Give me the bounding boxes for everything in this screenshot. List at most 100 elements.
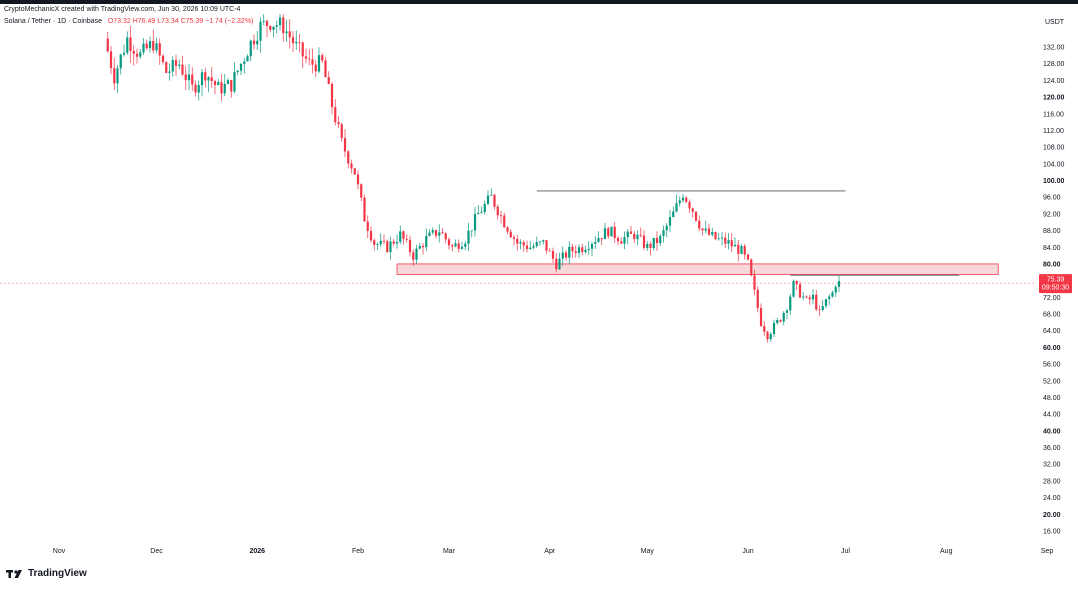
candle-body (655, 237, 659, 244)
candle-body (701, 228, 704, 231)
candle-body (753, 275, 756, 290)
x-tick-label: Dec (150, 548, 163, 555)
candle-body (444, 233, 447, 240)
candle-body (542, 240, 545, 242)
candle-body (675, 203, 678, 212)
candle-body (353, 168, 356, 175)
candle-body (178, 64, 181, 66)
candle-body (418, 246, 421, 249)
candle-body (194, 84, 197, 93)
candle-body (639, 234, 642, 236)
candle-body (772, 322, 776, 334)
candle-body (288, 31, 291, 38)
candle-body (220, 82, 223, 94)
candle-body (665, 225, 668, 231)
y-tick-label: 100.00 (1043, 178, 1065, 185)
candle-body (837, 281, 841, 287)
candle-body (649, 243, 652, 249)
candle-body (730, 240, 733, 247)
candle-body (558, 258, 561, 270)
candle-body (711, 232, 714, 235)
y-tick-label: 120.00 (1043, 95, 1065, 102)
candle-body (155, 43, 158, 51)
candle-body (763, 325, 766, 332)
candle-body (184, 74, 187, 81)
y-tick-label: 88.00 (1043, 228, 1061, 235)
candle-body (389, 241, 392, 252)
candle-body (350, 163, 353, 169)
candle-body (694, 211, 698, 221)
candle-body (265, 20, 269, 26)
candle-body (415, 248, 418, 260)
candle-body (551, 250, 555, 259)
candle-body (405, 238, 408, 240)
candle-body (529, 247, 532, 250)
candle-body (249, 40, 252, 57)
candle-body (785, 310, 789, 313)
candle-body (717, 238, 720, 240)
candle-body (766, 331, 769, 340)
candle-body (750, 259, 753, 276)
candle-body (464, 243, 467, 247)
candle-body (646, 243, 649, 248)
candle-body (477, 213, 480, 215)
candle-body (259, 21, 262, 41)
currency-label[interactable]: USDT (1045, 19, 1065, 26)
candle-body (379, 240, 382, 245)
candle-body (324, 60, 327, 78)
y-tick-label: 124.00 (1043, 78, 1065, 85)
current-price-label: 75.39 (1047, 277, 1065, 284)
candle-body (272, 26, 275, 30)
x-tick-label: Jun (742, 548, 753, 555)
candle-body (659, 235, 662, 244)
candle-body (503, 215, 506, 228)
candle-body (132, 50, 135, 54)
candle-body (538, 241, 542, 243)
y-tick-label: 132.00 (1043, 45, 1065, 52)
candle-body (369, 230, 373, 241)
candle-body (181, 64, 184, 75)
candle-body (805, 296, 808, 298)
candle-body (776, 319, 779, 323)
candle-body (142, 43, 145, 53)
y-tick-label: 44.00 (1043, 412, 1061, 419)
y-tick-label: 92.00 (1043, 211, 1061, 218)
candle-body (587, 248, 590, 250)
y-tick-label: 16.00 (1043, 528, 1061, 535)
candle-body (129, 37, 132, 51)
tradingview-logo-text: TradingView (28, 568, 87, 579)
candle-body (246, 56, 249, 62)
candle-body (139, 52, 142, 57)
candle-body (662, 230, 665, 236)
y-tick-label: 96.00 (1043, 195, 1061, 202)
symbol-legend[interactable]: Solana / Tether · 1D · Coinbase O73.32 H… (4, 18, 254, 25)
candle-body (681, 197, 685, 201)
y-tick-label: 60.00 (1043, 345, 1061, 352)
candle-body (616, 237, 620, 242)
candle-body (802, 296, 805, 298)
candle-body (707, 228, 711, 235)
candle-body (230, 80, 233, 92)
candle-body (516, 238, 519, 244)
candle-body (795, 281, 798, 285)
candle-body (165, 62, 168, 73)
y-tick-label: 40.00 (1043, 428, 1061, 435)
y-tick-label: 36.00 (1043, 445, 1061, 452)
candle-body (490, 194, 493, 196)
candle-body (366, 221, 369, 231)
candle-body (759, 308, 763, 326)
candle-body (343, 138, 347, 152)
candle-body (522, 242, 525, 246)
candle-body (555, 258, 558, 270)
candle-body (269, 25, 272, 30)
x-tick-label: Sep (1041, 548, 1054, 555)
candle-body (262, 20, 265, 22)
candle-body (168, 71, 171, 73)
candle-body (577, 247, 581, 254)
candle-body (571, 246, 574, 252)
candle-body (334, 107, 337, 123)
candle-body (174, 60, 178, 66)
candle-body (200, 72, 204, 86)
tradingview-logo[interactable]: TradingView (6, 568, 87, 579)
